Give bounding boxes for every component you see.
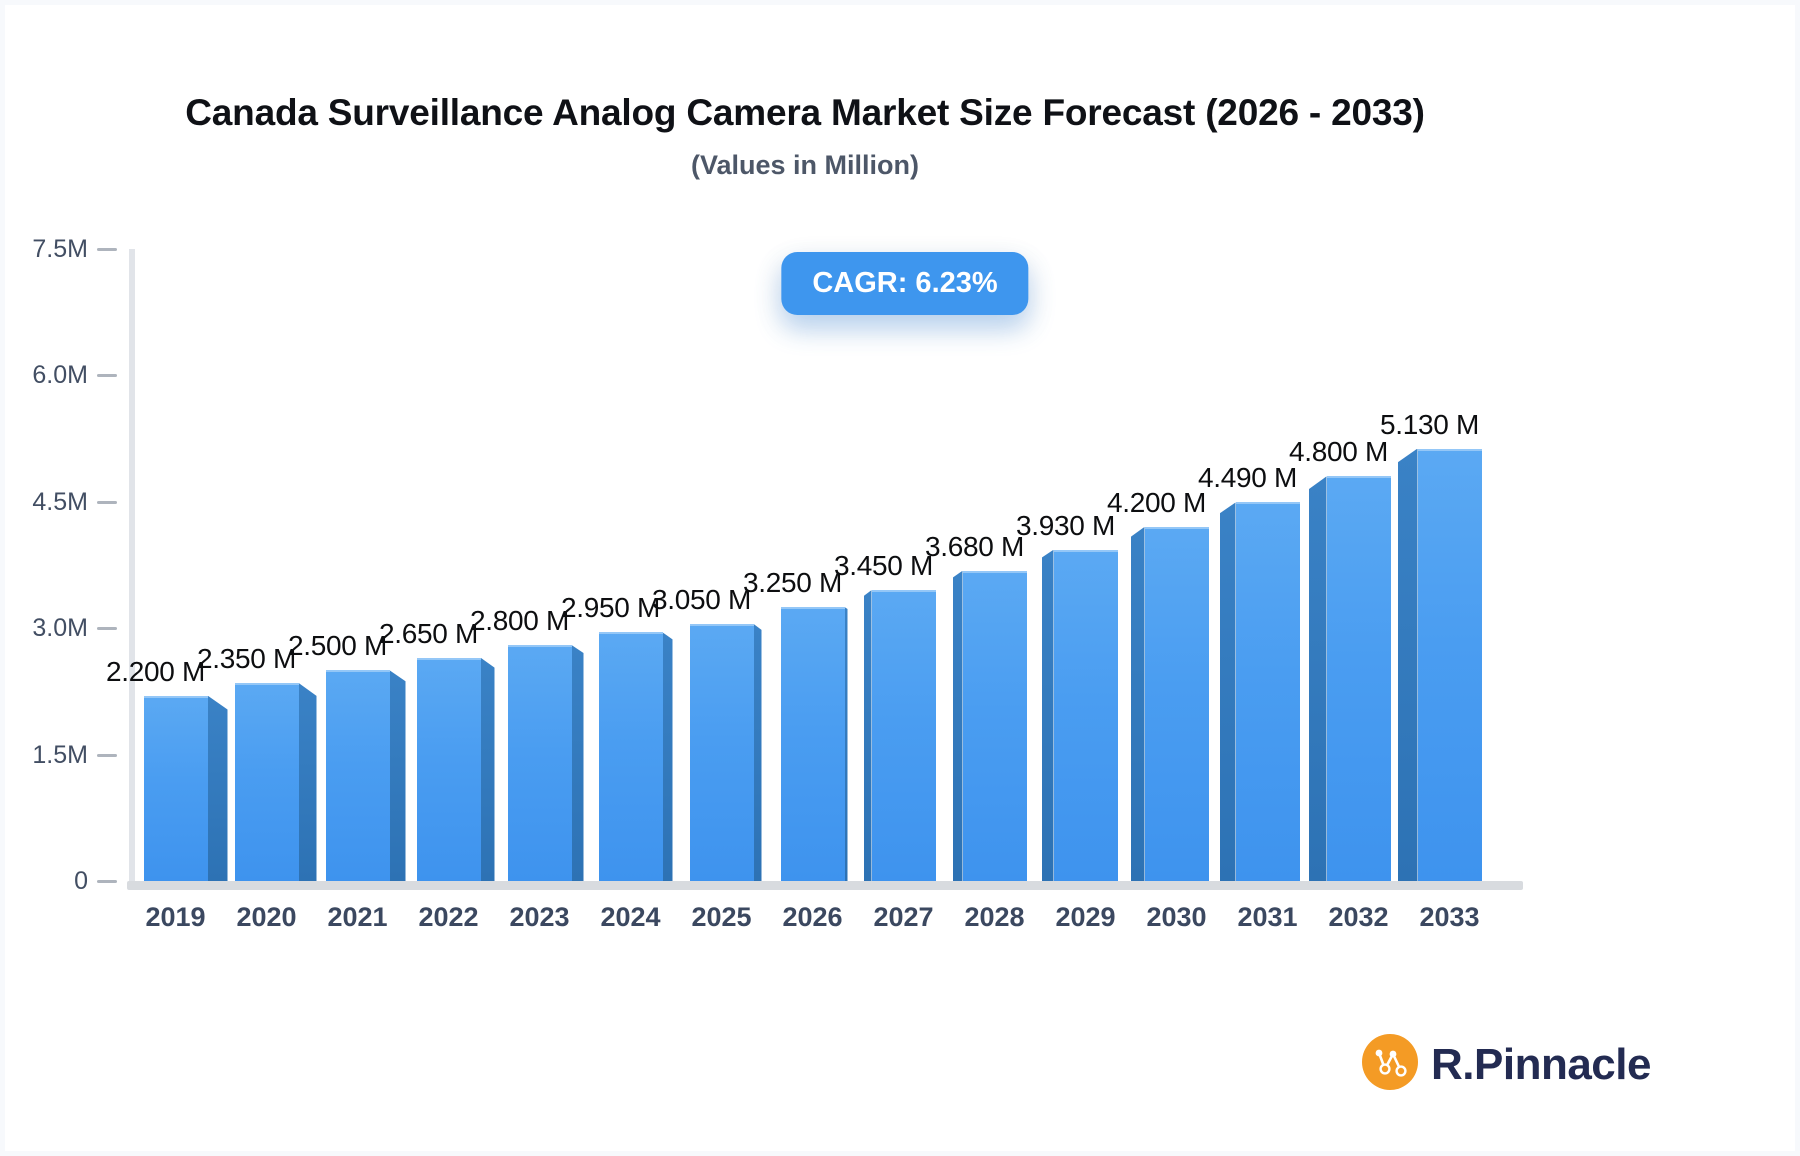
x-axis-label-2022: 2022 — [418, 902, 479, 932]
bar-value-label: 2.350 M — [196, 642, 297, 674]
x-axis-label-2028: 2028 — [964, 902, 1025, 932]
bar-2033 — [1417, 448, 1482, 881]
chart-subtitle: (Values in Million) — [690, 150, 920, 180]
bar-side-face — [1219, 502, 1236, 881]
bar-value-label: 4.490 M — [1197, 462, 1298, 494]
bar-2019 — [143, 695, 208, 881]
bar-value-label: 3.050 M — [651, 583, 752, 615]
bar-value-label: 2.650 M — [378, 617, 479, 649]
x-axis-baseline — [127, 881, 1523, 890]
bar-2027 — [871, 590, 936, 881]
bar-2030 — [1144, 526, 1209, 881]
bar-side-face — [1130, 526, 1145, 881]
bar-value-label: 3.930 M — [1015, 509, 1116, 541]
bar-side-face — [480, 657, 495, 881]
y-axis-tick-label: 1.5M — [32, 740, 88, 769]
y-axis-line — [129, 248, 135, 890]
bar-2023 — [507, 644, 572, 881]
bar-2032 — [1326, 476, 1391, 881]
bar-value-label: 2.200 M — [105, 655, 206, 687]
bar-side-face — [1308, 476, 1327, 881]
cagr-badge: CAGR: 6.23% — [781, 252, 1029, 315]
bar-value-label: 5.130 M — [1379, 408, 1480, 440]
bar-side-face — [844, 607, 848, 881]
bar-value-label: 4.200 M — [1106, 486, 1207, 518]
bar-side-face — [571, 644, 584, 881]
brand-logo: R.Pinnacle — [1362, 1034, 1651, 1095]
y-axis-tick-label: 6.0M — [32, 361, 88, 390]
bar-value-label: 3.680 M — [924, 530, 1025, 562]
brand-logo-text: R.Pinnacle — [1431, 1039, 1651, 1089]
bar-side-face — [753, 623, 762, 881]
bar-2025 — [689, 623, 754, 881]
bar-value-label: 4.800 M — [1288, 436, 1389, 468]
y-axis-tick-mark — [97, 880, 117, 883]
bar-2028 — [962, 570, 1027, 881]
y-axis-tick-mark — [97, 500, 117, 504]
x-axis-label-2025: 2025 — [691, 902, 752, 932]
y-axis-tick-mark — [97, 627, 117, 631]
y-axis-tick-mark — [97, 374, 117, 378]
bar-value-label: 2.800 M — [469, 604, 570, 636]
bar-side-face — [952, 570, 963, 881]
bar-side-face — [1397, 448, 1418, 881]
x-axis-label-2024: 2024 — [600, 902, 661, 932]
x-axis-label-2030: 2030 — [1146, 902, 1207, 932]
bar-2026 — [780, 607, 845, 881]
bar-side-face — [863, 590, 872, 881]
network-nodes-icon — [1362, 1034, 1418, 1095]
bar-2020 — [234, 682, 299, 881]
x-axis-label-2020: 2020 — [236, 902, 297, 932]
x-axis-label-2021: 2021 — [327, 902, 388, 932]
bar-side-face — [298, 682, 317, 881]
bar-side-face — [207, 695, 228, 881]
x-axis-label-2019: 2019 — [145, 902, 206, 932]
x-axis-label-2026: 2026 — [782, 902, 843, 932]
y-axis-tick-label: 3.0M — [32, 614, 88, 643]
chart-header: Canada Surveillance Analog Camera Market… — [0, 92, 1610, 181]
bar-value-label: 2.950 M — [560, 592, 661, 624]
y-axis-tick-label: 4.5M — [32, 487, 88, 516]
y-axis-tick-mark — [97, 247, 117, 251]
y-axis-tick-mark — [97, 753, 117, 757]
x-axis-label-2031: 2031 — [1237, 902, 1298, 932]
bar-2024 — [598, 632, 663, 881]
chart-title: Canada Surveillance Analog Camera Market… — [185, 92, 1425, 133]
y-axis-tick-label: 0 — [74, 867, 88, 895]
bar-side-face — [389, 670, 406, 881]
bar-2022 — [416, 657, 481, 881]
x-axis-label-2029: 2029 — [1055, 902, 1116, 932]
bar-2029 — [1053, 549, 1118, 881]
bar-side-face — [662, 632, 673, 881]
x-axis-label-2032: 2032 — [1328, 902, 1389, 932]
bar-2031 — [1235, 502, 1300, 881]
x-axis-label-2027: 2027 — [873, 902, 934, 932]
x-axis-label-2023: 2023 — [509, 902, 570, 932]
bar-side-face — [1041, 549, 1054, 881]
bar-value-label: 3.450 M — [833, 550, 934, 582]
bar-value-label: 2.500 M — [287, 630, 388, 662]
bar-2021 — [325, 670, 390, 881]
bar-value-label: 3.250 M — [742, 567, 843, 599]
y-axis-tick-label: 7.5M — [32, 234, 88, 263]
x-axis-label-2033: 2033 — [1419, 902, 1480, 932]
